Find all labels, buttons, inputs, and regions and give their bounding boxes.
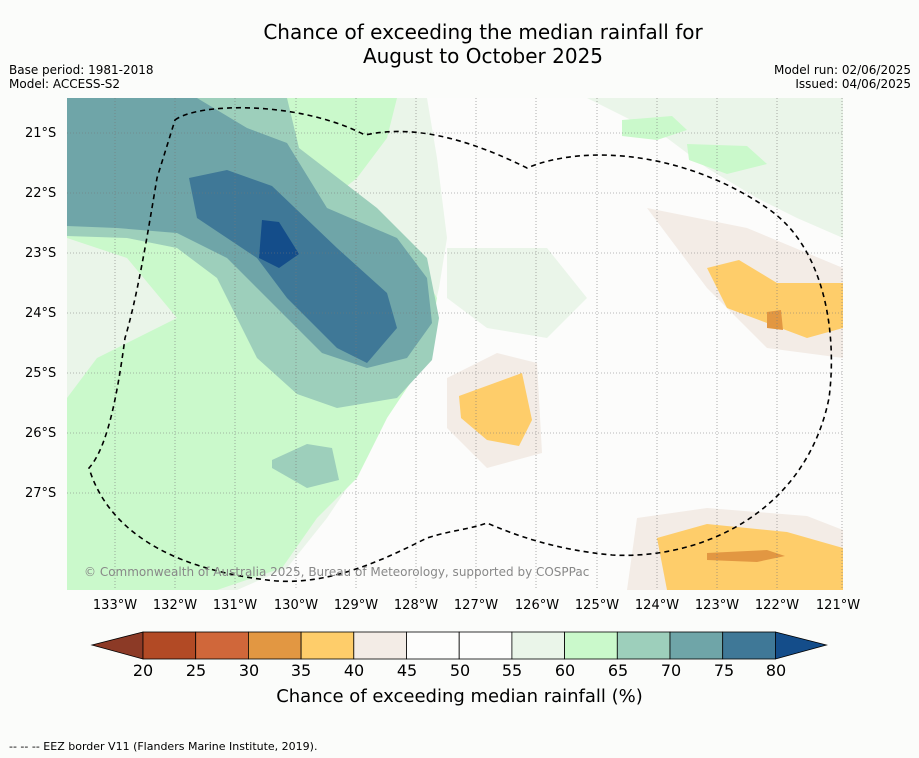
lon-label: 128°W: [393, 598, 439, 613]
base-period: Base period: 1981-2018: [9, 63, 154, 77]
colorbar-segment: [458, 631, 513, 660]
colorbar-segment: [564, 631, 618, 660]
region-35-east: [767, 310, 783, 330]
colorbar-segment: [300, 631, 355, 660]
region-65-east-b: [687, 144, 767, 174]
colorbar-tick: 30: [238, 661, 260, 680]
lat-label: 22°S: [25, 186, 57, 201]
lon-label: 123°W: [694, 598, 740, 613]
colorbar-tick: 55: [501, 661, 523, 680]
lon-label: 127°W: [453, 598, 499, 613]
lon-label: 124°W: [634, 598, 680, 613]
lon-label: 122°W: [754, 598, 800, 613]
map-title: Chance of exceeding the median rainfall …: [0, 20, 919, 68]
model-run: Model run: 02/06/2025: [773, 63, 911, 77]
region-65-east-a: [622, 116, 687, 140]
colorbar-tick: 25: [185, 661, 207, 680]
meta-right: Model run: 02/06/2025 Issued: 04/06/2025: [774, 63, 911, 91]
colorbar-segment: [142, 631, 197, 660]
region-85: [259, 220, 299, 268]
colorbar-tick: 80: [765, 661, 787, 680]
lon-label: 125°W: [574, 598, 620, 613]
meta-left: Base period: 1981-2018 Model: ACCESS-S2: [9, 63, 154, 91]
colorbar-min-extend: [90, 631, 144, 660]
lon-label: 133°W: [92, 598, 138, 613]
colorbar-segment: [511, 631, 565, 660]
lat-label: 21°S: [25, 126, 57, 141]
model-name: Model: ACCESS-S2: [9, 77, 121, 91]
region-35-south: [707, 550, 785, 562]
colorbar-tick: 50: [449, 661, 471, 680]
colorbar-segment: [247, 631, 302, 660]
region-40-east: [707, 260, 843, 338]
colorbar-segment: [722, 631, 776, 660]
colorbar-max-extend: [775, 631, 828, 660]
title-line-1: Chance of exceeding the median rainfall …: [263, 20, 703, 44]
eez-border: [88, 106, 833, 583]
colorbar-segment: [195, 631, 249, 660]
colorbar-tick: 20: [132, 661, 154, 680]
map-svg: [67, 98, 843, 590]
colorbar-segment: [669, 631, 724, 660]
lat-label: 25°S: [25, 366, 57, 381]
colorbar-segment: [406, 631, 460, 660]
title-line-2: August to October 2025: [362, 44, 604, 68]
colorbar-tick: 75: [713, 661, 735, 680]
lon-label: 132°W: [152, 598, 198, 613]
lon-label: 129°W: [333, 598, 379, 613]
region-60-mid: [447, 248, 587, 338]
lat-label: 26°S: [25, 426, 57, 441]
rainfall-map: [67, 98, 843, 590]
lon-label: 126°W: [514, 598, 560, 613]
colorbar-tick: 35: [290, 661, 312, 680]
colorbar: [90, 631, 828, 660]
region-40-mid: [459, 373, 532, 446]
lat-label: 23°S: [25, 246, 57, 261]
lon-label: 131°W: [212, 598, 258, 613]
colorbar-segment: [616, 631, 671, 660]
region-80: [189, 170, 397, 363]
lon-label: 130°W: [273, 598, 319, 613]
colorbar-label: Chance of exceeding median rainfall (%): [276, 686, 643, 707]
graticule: [67, 98, 843, 590]
colorbar-tick: 40: [343, 661, 365, 680]
lat-label: 24°S: [25, 306, 57, 321]
colorbar-tick: 60: [554, 661, 576, 680]
lat-label: 27°S: [25, 486, 57, 501]
colorbar-segment: [353, 631, 407, 660]
colorbar-tick: 65: [607, 661, 629, 680]
lon-label: 121°W: [815, 598, 861, 613]
copyright-text: © Commonwealth of Australia 2025, Bureau…: [84, 565, 590, 579]
region-70-small: [272, 444, 339, 488]
colorbar-tick: 45: [396, 661, 418, 680]
colorbar-tick: 70: [660, 661, 682, 680]
eez-legend-note: -- -- -- EEZ border V11 (Flanders Marine…: [9, 740, 318, 753]
issued-date: Issued: 04/06/2025: [795, 77, 911, 91]
